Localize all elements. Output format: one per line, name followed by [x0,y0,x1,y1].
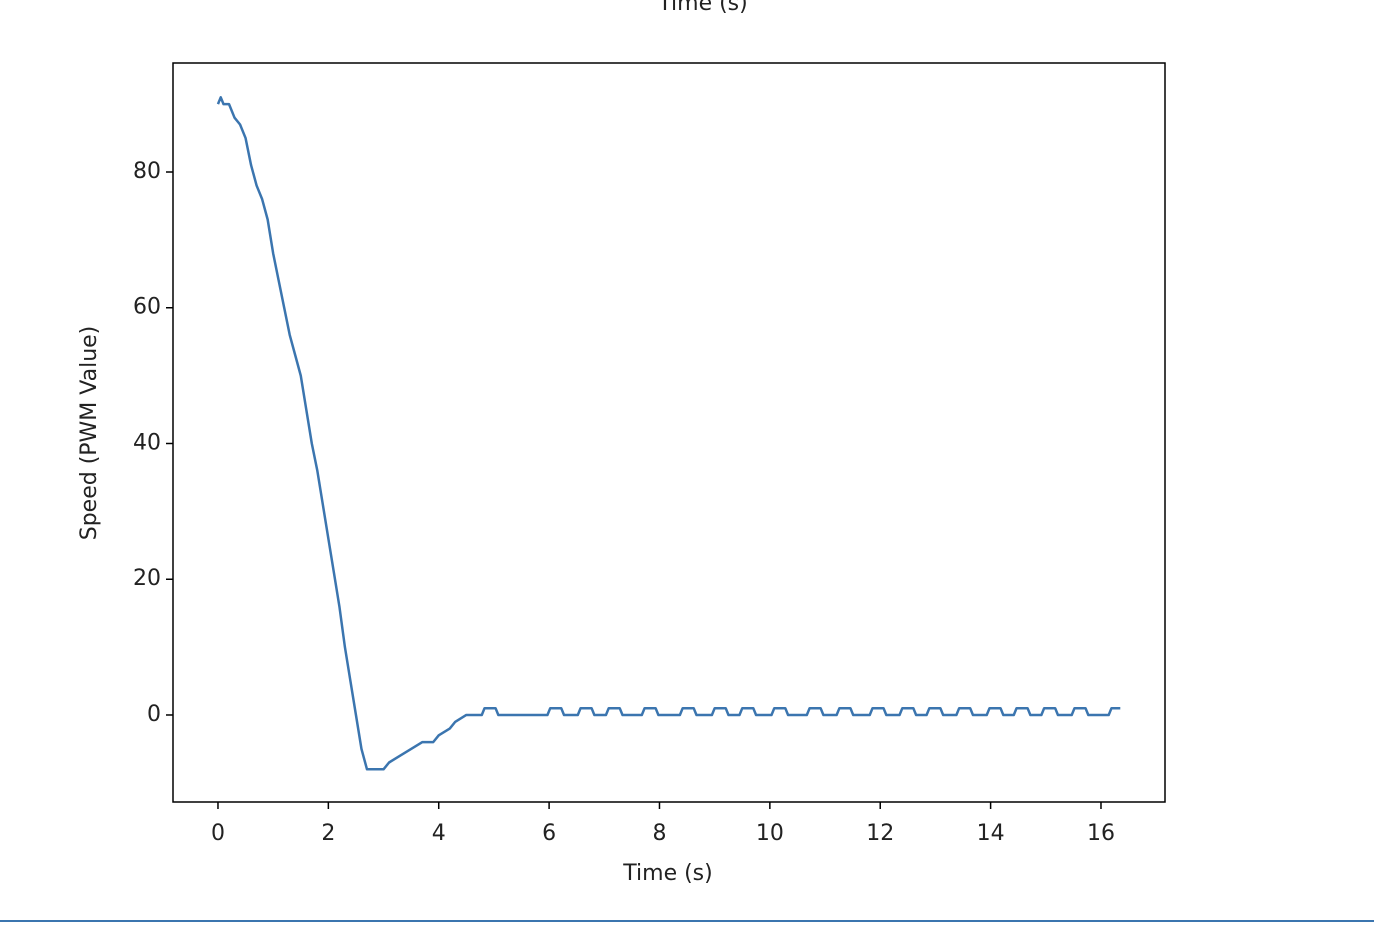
x-tick-label: 16 [1087,821,1115,846]
plot-frame [172,62,1166,803]
data-line [216,96,1121,771]
y-tick-label: 20 [133,566,161,591]
y-tick-label: 80 [133,159,161,184]
x-tick-label: 4 [432,821,446,846]
x-tick-label: 10 [756,821,784,846]
y-tick-label: 40 [133,430,161,455]
y-tick-label: 60 [133,295,161,320]
x-tick-label: 12 [866,821,894,846]
y-tick-label: 0 [147,702,161,727]
x-axis-label: Time (s) [622,861,712,886]
x-tick-label: 0 [211,821,225,846]
x-tick-label: 14 [977,821,1005,846]
y-axis-label: Speed (PWM Value) [77,326,102,541]
x-tick-label: 6 [542,821,556,846]
x-tick-label: 2 [321,821,335,846]
header-text: Time (s) [657,0,747,16]
x-tick-label: 8 [652,821,666,846]
